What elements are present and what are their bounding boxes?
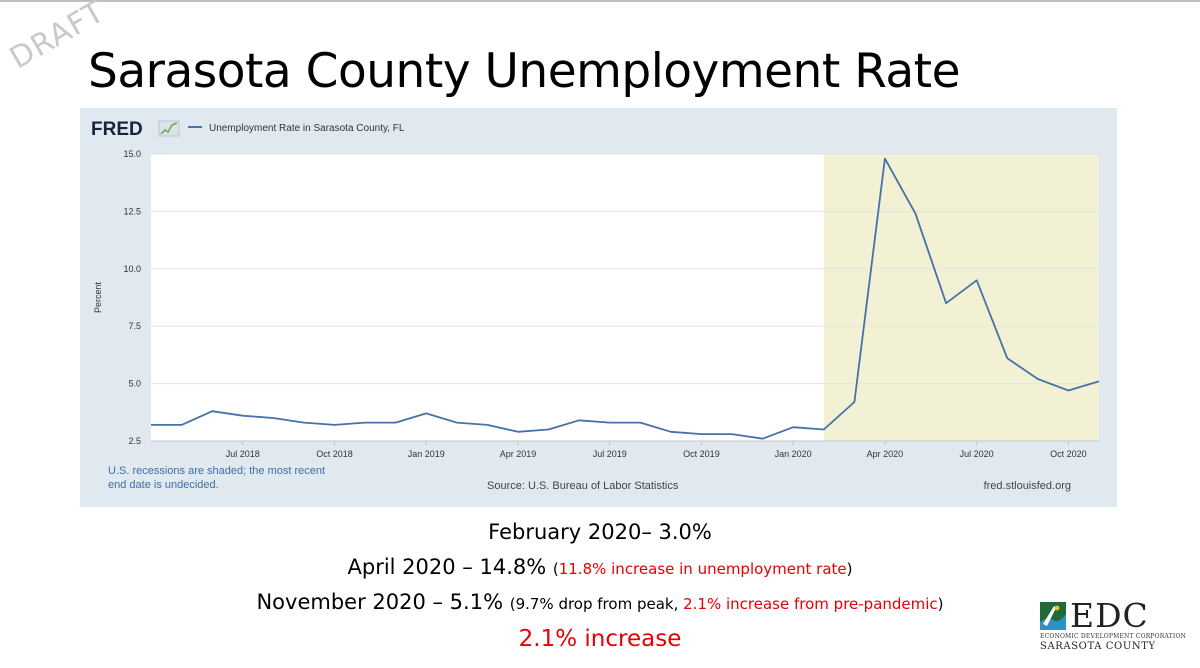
recession-footnote: end date is undecided.	[108, 479, 219, 491]
fred-chart-panel: 15.0 12.5 10.0 7.5 5.0 2.5 Jul 2018 Oct 2018 Jan…	[80, 108, 1117, 507]
edc-logo-mark-icon	[1040, 602, 1066, 630]
slide-title: Sarasota County Unemployment Rate	[88, 44, 960, 99]
stat-feb-2020: February 2020– 3.0%	[0, 515, 1200, 550]
stat-apr-text: April 2020 – 14.8%	[347, 555, 553, 579]
x-tick-label: Apr 2019	[500, 449, 537, 459]
x-tick-label: Oct 2018	[316, 449, 353, 459]
top-border	[0, 0, 1200, 2]
legend-label: Unemployment Rate in Sarasota County, FL	[209, 123, 405, 134]
stats-summary: February 2020– 3.0% April 2020 – 14.8% (…	[0, 515, 1200, 658]
y-tick-label: 10.0	[123, 264, 141, 274]
unemployment-series-line	[151, 157, 1100, 440]
x-tick-label: Oct 2019	[683, 449, 720, 459]
x-tick-label: Oct 2020	[1050, 449, 1087, 459]
y-tick-label: 2.5	[128, 436, 141, 446]
stat-nov-note: 2.1% increase from pre-pandemic	[683, 595, 938, 613]
stat-nov-2020: November 2020 – 5.1% (9.7% drop from pea…	[0, 585, 1200, 620]
stat-nov-paren-close: )	[937, 595, 944, 613]
x-tick-label: Jan 2020	[775, 449, 812, 459]
stat-apr-paren-close: )	[846, 560, 853, 578]
fred-site: fred.stlouisfed.org	[984, 480, 1071, 492]
stat-total-increase: 2.1% increase	[518, 626, 682, 652]
stat-nov-paren-open: (9.7% drop from peak,	[509, 595, 684, 613]
y-tick-label: 7.5	[128, 321, 141, 331]
y-tick-label: 5.0	[128, 379, 141, 389]
stat-apr-2020: April 2020 – 14.8% (11.8% increase in un…	[0, 550, 1200, 585]
y-tick-label: 12.5	[123, 206, 141, 216]
stat-apr-note: 11.8% increase in unemployment rate	[558, 560, 847, 578]
edc-logo-line1: ECONOMIC DEVELOPMENT CORPORATION	[1040, 633, 1187, 640]
recession-shading	[823, 154, 1099, 441]
stat-nov-text: November 2020 – 5.1%	[256, 590, 510, 614]
fred-logo-text: FRED	[91, 119, 143, 140]
fred-chart-icon-line	[160, 122, 178, 135]
stat-feb-text: February 2020– 3.0%	[488, 520, 712, 544]
y-tick-label: 15.0	[123, 149, 141, 159]
y-axis-label: Percent	[93, 281, 103, 313]
edc-logo-name: EDC	[1070, 596, 1149, 635]
edc-logo: EDC ECONOMIC DEVELOPMENT CORPORATION SAR…	[1040, 596, 1186, 654]
x-tick-label: Jan 2019	[408, 449, 445, 459]
recession-footnote: U.S. recessions are shaded; the most rec…	[108, 465, 325, 477]
x-tick-label: Apr 2020	[867, 449, 904, 459]
x-tick-label: Jul 2020	[960, 449, 994, 459]
x-tick-label: Jul 2018	[226, 449, 260, 459]
edc-logo-line2: SARASOTA COUNTY	[1040, 641, 1156, 652]
x-tick-label: Jul 2019	[593, 449, 627, 459]
stat-apr-paren-open: (	[552, 560, 559, 578]
unemployment-line-chart: 15.0 12.5 10.0 7.5 5.0 2.5 Jul 2018 Oct 2018 Jan…	[91, 119, 1100, 492]
source-credit: Source: U.S. Bureau of Labor Statistics	[487, 480, 679, 492]
